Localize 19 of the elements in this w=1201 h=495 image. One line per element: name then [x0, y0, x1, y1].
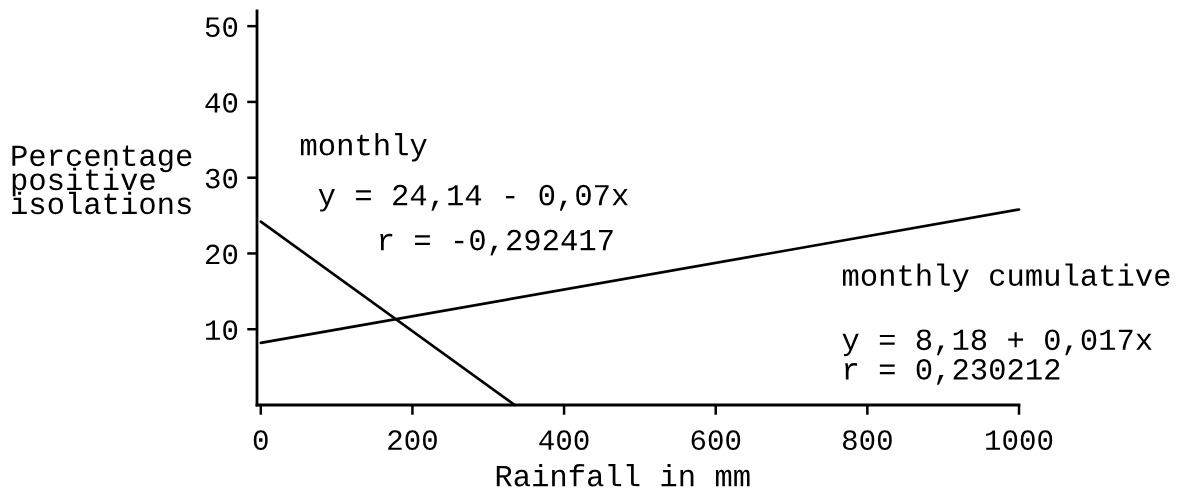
- y-tick-label: 40: [205, 92, 238, 113]
- text: monthly: [300, 133, 427, 162]
- annotation: r = 0,230212: [845, 358, 1060, 385]
- annotation: y = 24,14 - 0,07x: [318, 184, 628, 212]
- x-tick-label: 0: [253, 430, 268, 451]
- annotation: y = 8,18 + 0,017x: [842, 329, 1152, 357]
- y-tick-label: 50: [205, 17, 238, 38]
- y-tick-label: 10: [206, 320, 238, 341]
- x-tick-label: 200: [388, 430, 437, 451]
- x-tick-label: 800: [843, 430, 892, 451]
- y-axis-title: Percentage positive isolations: [12, 145, 192, 215]
- y-tick-label: 30: [205, 168, 238, 189]
- annotation: r = -0,292417: [380, 229, 613, 256]
- y-tick-label: 20: [205, 244, 238, 265]
- x-axis-title: Rainfall in mm: [496, 464, 750, 487]
- x-tick-label: 400: [539, 430, 589, 451]
- x-tick-label: 600: [691, 430, 741, 451]
- series-label: monthly cumulative: [842, 263, 1170, 292]
- x-tick-label: 1000: [986, 430, 1053, 451]
